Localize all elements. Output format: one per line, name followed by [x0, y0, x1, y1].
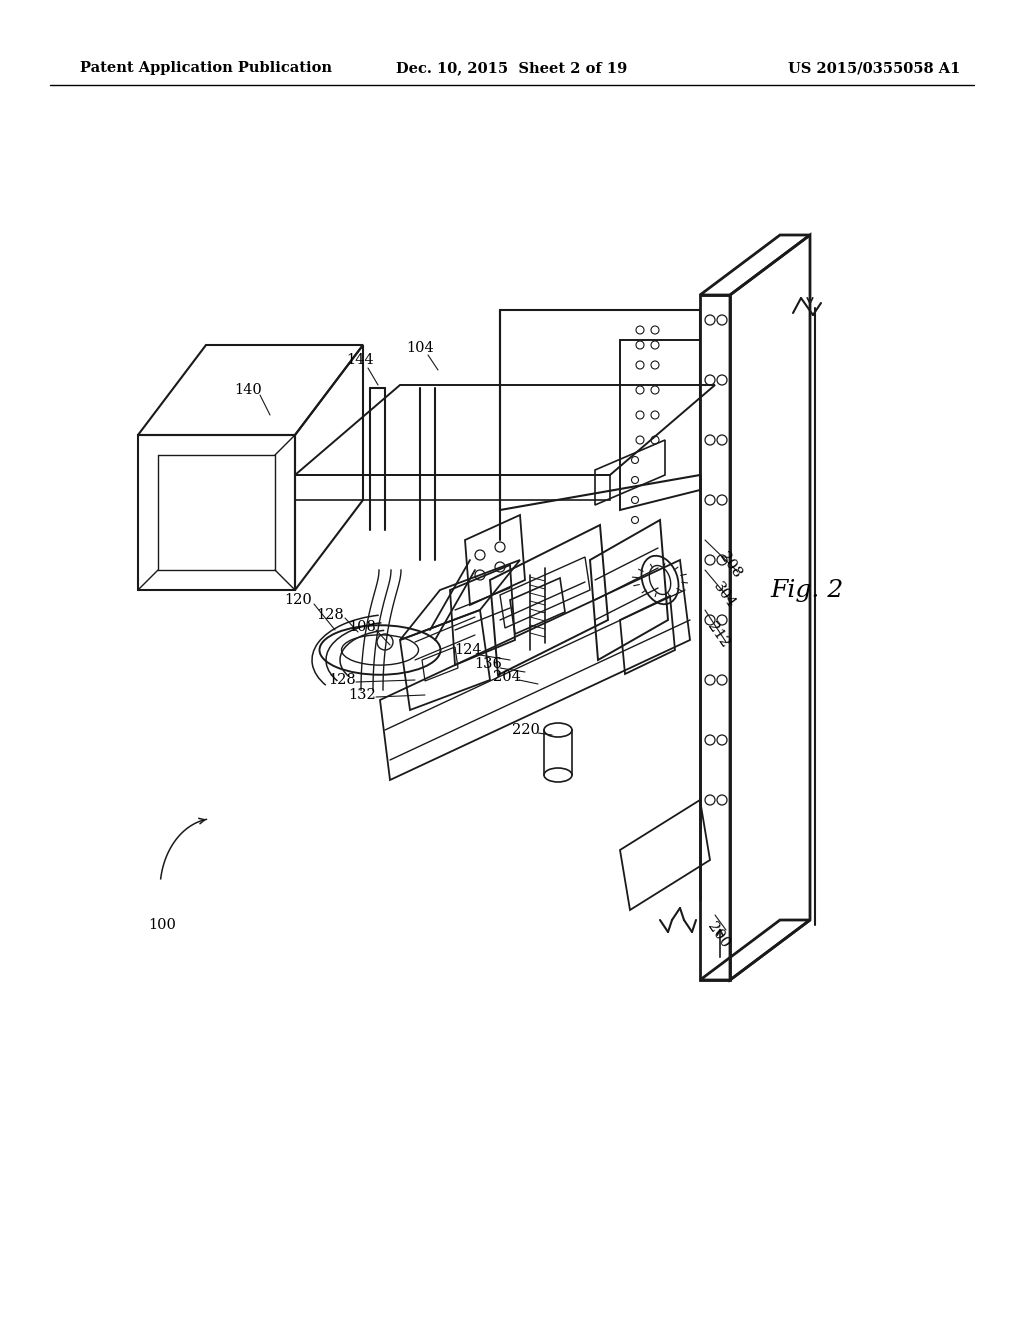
- Text: 140: 140: [234, 383, 262, 397]
- Text: 100: 100: [148, 917, 176, 932]
- Text: 208: 208: [716, 549, 743, 581]
- Text: US 2015/0355058 A1: US 2015/0355058 A1: [787, 61, 961, 75]
- Text: 128: 128: [328, 673, 356, 686]
- Text: 132: 132: [348, 688, 376, 702]
- Text: 144: 144: [346, 352, 374, 367]
- Text: Patent Application Publication: Patent Application Publication: [80, 61, 332, 75]
- Text: 200: 200: [705, 920, 732, 950]
- Text: 220: 220: [512, 723, 540, 737]
- Text: 304: 304: [711, 579, 737, 610]
- Text: 120: 120: [284, 593, 312, 607]
- Text: 204: 204: [494, 671, 521, 684]
- Text: 124: 124: [455, 643, 482, 657]
- Text: 128: 128: [316, 609, 344, 622]
- Text: Dec. 10, 2015  Sheet 2 of 19: Dec. 10, 2015 Sheet 2 of 19: [396, 61, 628, 75]
- Text: 104: 104: [407, 341, 434, 355]
- Text: 108: 108: [348, 620, 376, 634]
- Text: Fig. 2: Fig. 2: [770, 578, 843, 602]
- Text: 212: 212: [705, 619, 732, 651]
- Text: 136: 136: [474, 657, 502, 671]
